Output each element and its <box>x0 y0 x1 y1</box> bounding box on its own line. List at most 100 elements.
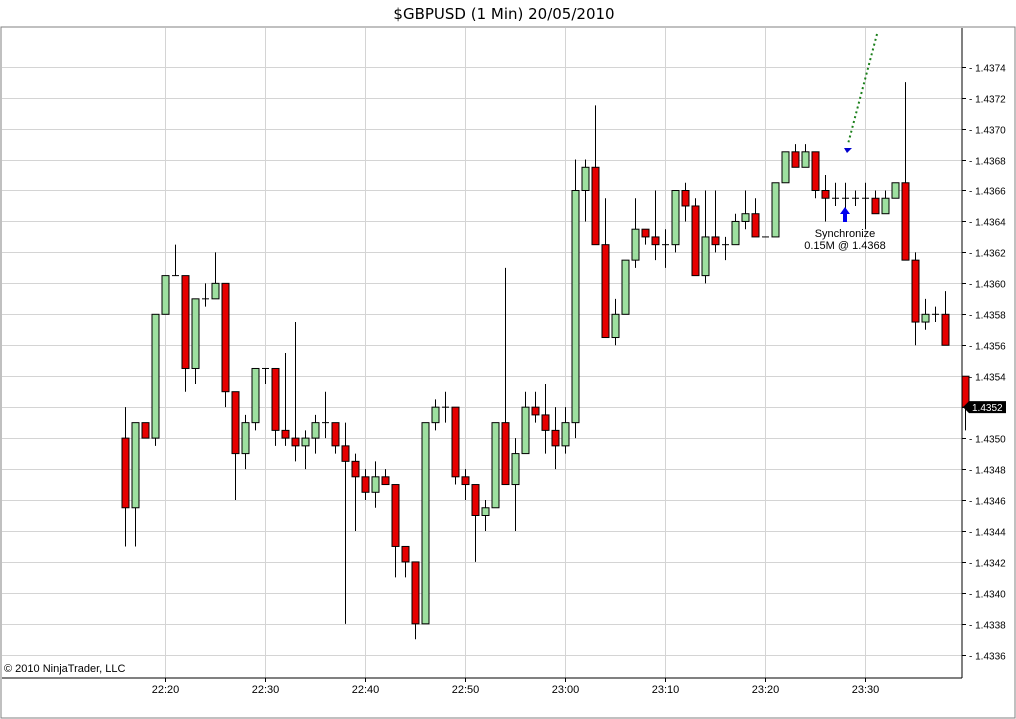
candle-body <box>481 507 490 516</box>
y-tick-label: - 1.4336 <box>969 652 1006 663</box>
candle <box>301 430 310 470</box>
candle <box>231 391 240 501</box>
candle <box>621 259 630 315</box>
candle <box>451 406 460 485</box>
candle <box>521 391 530 455</box>
candle <box>401 545 410 578</box>
y-tick-label: - 1.4368 <box>969 157 1006 168</box>
candle-body <box>781 151 790 184</box>
candle-body <box>311 422 320 439</box>
candle-body <box>371 476 380 493</box>
candle <box>781 151 790 184</box>
candle <box>941 291 950 346</box>
last-price-marker: 1.4352 <box>963 401 1006 414</box>
candle <box>262 367 269 384</box>
candle <box>531 391 540 423</box>
candle <box>671 190 680 253</box>
candle-body <box>421 422 430 625</box>
candle <box>691 198 700 277</box>
candle <box>791 144 800 168</box>
candle <box>411 561 420 640</box>
candle <box>141 422 150 439</box>
candle <box>641 228 650 245</box>
candle <box>932 306 939 323</box>
y-tick-label: - 1.4338 <box>969 621 1006 632</box>
annotation-line-2: 0.15M @ 1.4368 <box>804 240 886 252</box>
candle <box>551 407 560 470</box>
candle-body <box>251 367 260 424</box>
candle <box>722 236 729 261</box>
candle-body <box>271 367 280 431</box>
candle-body <box>511 453 520 486</box>
candle-body <box>361 476 370 493</box>
candle <box>331 422 340 454</box>
candle-body <box>341 445 350 462</box>
y-tick-label: - 1.4370 <box>969 126 1006 137</box>
candle <box>711 190 720 253</box>
candle <box>381 469 390 486</box>
candle <box>491 422 500 509</box>
candle-body <box>611 313 620 339</box>
candle-body <box>641 228 650 238</box>
candle <box>821 175 830 222</box>
y-tick-label: - 1.4356 <box>969 342 1006 353</box>
y-tick-label: - 1.4344 <box>969 528 1006 539</box>
y-tick-label: - 1.4374 <box>969 64 1006 75</box>
x-tick-label: 22:50 <box>452 684 480 696</box>
x-tick-label: 22:20 <box>152 684 180 696</box>
candle-body <box>671 190 680 246</box>
y-tick-label: - 1.4366 <box>969 187 1006 198</box>
candle-body <box>281 429 290 439</box>
x-tick-label: 22:40 <box>352 684 380 696</box>
candle-body <box>901 182 910 261</box>
candle-body <box>521 406 530 455</box>
candle-body <box>651 236 660 246</box>
grid-lines <box>2 28 962 678</box>
last-price-label: 1.4352 <box>972 403 1003 414</box>
candle-body <box>291 437 300 447</box>
candle-body <box>701 236 710 277</box>
candle <box>471 484 480 562</box>
chart-title: $GBPUSD (1 Min) 20/05/2010 <box>393 5 614 23</box>
candle-body <box>871 197 880 215</box>
candle-body <box>791 151 800 168</box>
candle <box>731 213 740 246</box>
candle <box>291 322 300 462</box>
x-tick-label: 23:30 <box>852 684 880 696</box>
trade-annotation: Synchronize 0.15M @ 1.4368 <box>804 33 886 252</box>
candle-body <box>501 422 510 486</box>
candle <box>862 182 869 230</box>
candle <box>811 151 820 199</box>
candle-body <box>911 259 920 323</box>
chart-frame <box>0 26 1016 719</box>
candle <box>131 422 140 547</box>
candles <box>121 82 970 640</box>
candle <box>202 283 209 307</box>
candle-body <box>461 476 470 486</box>
candle-body <box>231 391 240 455</box>
candle-body <box>731 220 740 246</box>
candle-body <box>141 422 150 439</box>
candle-body <box>821 190 830 199</box>
candle-body <box>691 205 700 277</box>
candle-body <box>431 406 440 424</box>
candle-body <box>621 259 630 315</box>
candle-body <box>381 476 390 486</box>
candle-body <box>811 151 820 191</box>
candle-body <box>161 275 170 315</box>
candle <box>741 190 750 230</box>
candle-body <box>301 437 310 447</box>
candle <box>421 422 430 625</box>
candle-body <box>801 151 810 168</box>
y-tick-label: - 1.4364 <box>969 218 1006 229</box>
candle <box>911 252 920 346</box>
x-tick-label: 23:00 <box>552 684 580 696</box>
candle-body <box>531 406 540 416</box>
candle <box>371 461 380 508</box>
x-axis: 22:20 22:30 22:40 22:50 23:00 23:10 23:20 23:30 <box>152 678 880 696</box>
candle-body <box>211 282 220 300</box>
y-tick-label: - 1.4358 <box>969 311 1006 322</box>
candle <box>311 414 320 454</box>
candle <box>281 353 290 446</box>
